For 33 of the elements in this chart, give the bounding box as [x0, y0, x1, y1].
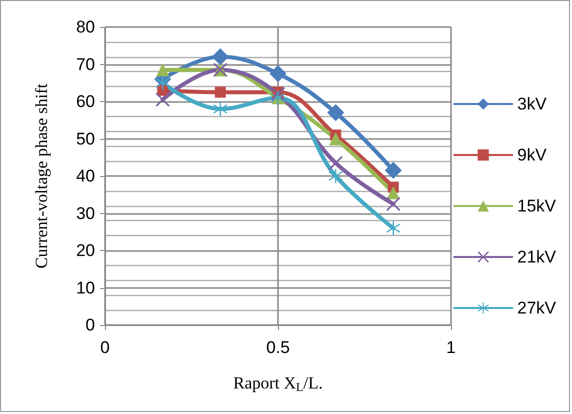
point [214, 86, 226, 98]
point [327, 104, 344, 122]
point [384, 162, 402, 179]
x-tick-label: 1 [446, 338, 456, 357]
y-tick-label: 70 [76, 54, 95, 74]
point [156, 76, 170, 90]
point [156, 92, 170, 107]
legend-label: 9kV [517, 146, 548, 164]
legend-label: 27kV [517, 298, 557, 318]
point [328, 156, 343, 170]
y-axis-title: Current-voltage phase shift [32, 83, 51, 269]
y-tick-label: 0 [86, 316, 95, 334]
point [156, 63, 170, 76]
point [270, 65, 286, 82]
y-tick-label: 60 [76, 92, 95, 111]
y-tick-label: 30 [76, 204, 95, 223]
point [386, 186, 400, 200]
y-tick-label: 80 [76, 18, 95, 36]
legend-label: 21kV [517, 248, 557, 266]
point [212, 48, 229, 66]
point [386, 196, 400, 211]
y-tick-label: 40 [76, 166, 95, 186]
legend-label: 3kV [517, 94, 548, 114]
x-tick-label: 0.5 [266, 338, 290, 357]
point [386, 221, 400, 236]
point [329, 132, 342, 146]
x-tick-label: 0 [100, 338, 110, 357]
legend-label: 15kV [517, 196, 557, 216]
y-tick-label: 10 [76, 278, 95, 298]
y-tick-label: 50 [76, 129, 95, 148]
y-tick-label: 20 [76, 241, 95, 260]
point [328, 169, 343, 183]
point [213, 102, 228, 116]
